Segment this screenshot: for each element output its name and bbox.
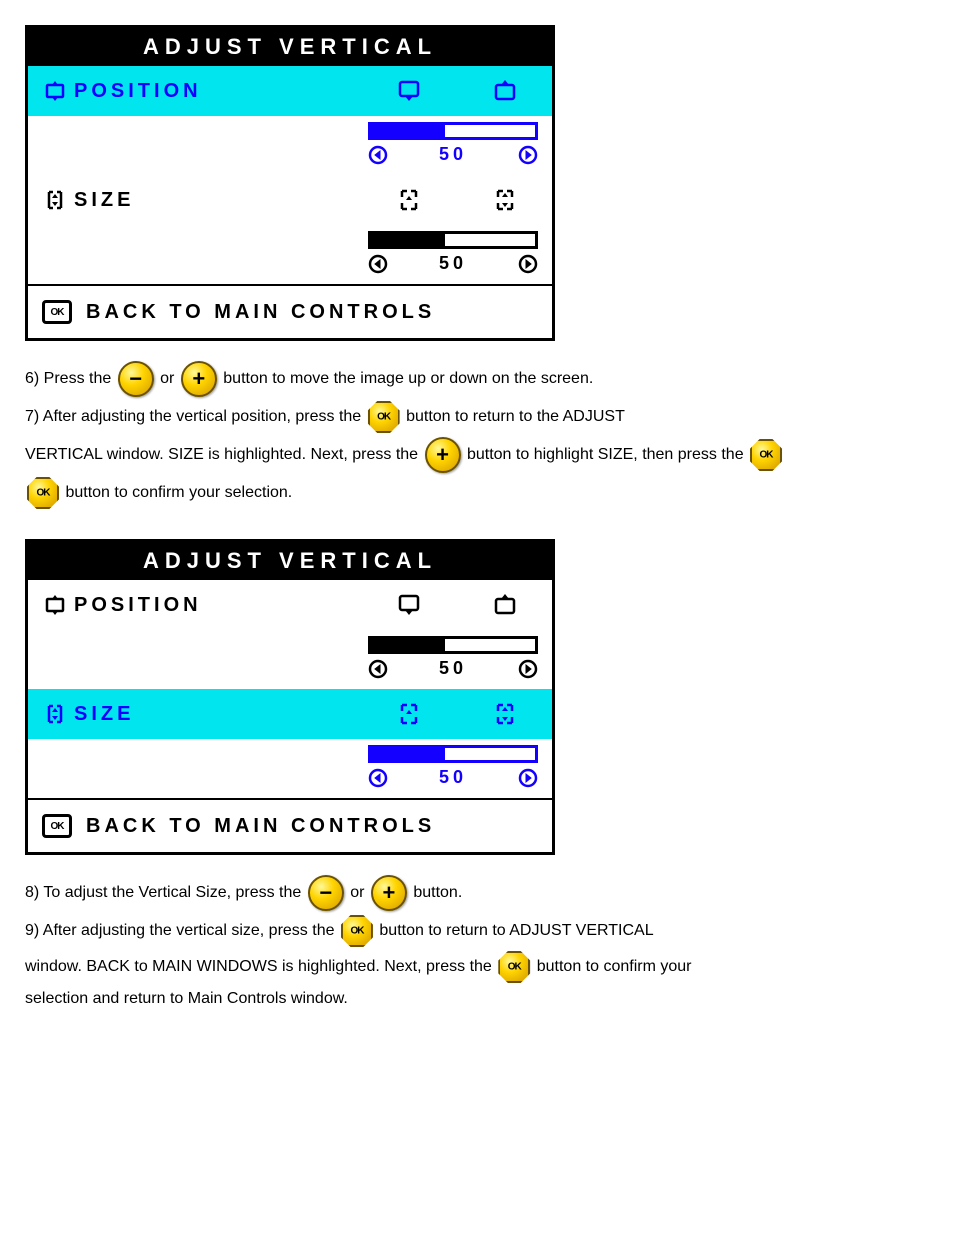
right-arrow-icon[interactable]	[518, 659, 538, 679]
left-arrow-icon[interactable]	[368, 768, 388, 788]
text: button to highlight SIZE, then press the	[467, 446, 748, 463]
position-value: 50	[439, 658, 467, 679]
position-progress-fill	[371, 639, 445, 651]
position-progress: 50	[368, 630, 552, 689]
size-label: SIZE	[74, 189, 134, 212]
right-arrow-icon[interactable]	[518, 768, 538, 788]
position-progress-fill	[371, 125, 445, 137]
size-progress: 50	[368, 739, 552, 798]
text: or	[160, 370, 179, 387]
ok-button[interactable]: OK	[750, 439, 782, 471]
row-position[interactable]: POSITION	[28, 66, 552, 116]
text: 6) Press the	[25, 370, 116, 387]
plus-button[interactable]: +	[181, 361, 217, 397]
osd-panel-1: ADJUST VERTICAL POSITION 50	[25, 25, 555, 341]
instruction-block-2: 8) To adjust the Vertical Size, press th…	[25, 875, 925, 1011]
footer-label: BACK TO MAIN CONTROLS	[86, 301, 435, 324]
text: button to return to the ADJUST	[406, 408, 625, 425]
ok-icon: OK	[42, 300, 72, 324]
text: button to confirm your	[537, 958, 692, 975]
size-shrink-icon	[396, 188, 422, 212]
text: or	[350, 884, 369, 901]
position-down-icon	[396, 79, 422, 103]
plus-button[interactable]: +	[425, 437, 461, 473]
size-progress: 50	[368, 225, 552, 284]
osd-panel-2: ADJUST VERTICAL POSITION 50	[25, 539, 555, 855]
size-value: 50	[439, 253, 467, 274]
minus-button[interactable]: −	[308, 875, 344, 911]
row-size[interactable]: SIZE	[28, 689, 552, 739]
text: 9) After adjusting the vertical size, pr…	[25, 922, 339, 939]
text: 7) After adjusting the vertical position…	[25, 408, 366, 425]
osd-body: POSITION 50 SIZE	[28, 580, 552, 852]
left-arrow-icon[interactable]	[368, 659, 388, 679]
size-progress-fill	[371, 234, 445, 246]
size-expand-icon	[492, 188, 518, 212]
ok-icon: OK	[42, 814, 72, 838]
row-size[interactable]: SIZE	[28, 175, 552, 225]
ok-button[interactable]: OK	[27, 477, 59, 509]
ok-button[interactable]: OK	[341, 915, 373, 947]
text: button to return to ADJUST VERTICAL	[379, 922, 653, 939]
footer-row[interactable]: OK BACK TO MAIN CONTROLS	[28, 800, 552, 852]
position-label: POSITION	[74, 80, 202, 103]
footer-label: BACK TO MAIN CONTROLS	[86, 815, 435, 838]
instruction-block-1: 6) Press the − or + button to move the i…	[25, 361, 925, 509]
text: button to confirm your selection.	[65, 484, 292, 501]
position-progress: 50	[368, 116, 552, 175]
right-arrow-icon[interactable]	[518, 254, 538, 274]
text: button.	[413, 884, 462, 901]
position-icon	[42, 79, 74, 103]
text: VERTICAL window. SIZE is highlighted. Ne…	[25, 446, 423, 463]
osd-title: ADJUST VERTICAL	[28, 542, 552, 580]
size-label: SIZE	[74, 703, 134, 726]
size-expand-icon	[492, 702, 518, 726]
left-arrow-icon[interactable]	[368, 254, 388, 274]
osd-title: ADJUST VERTICAL	[28, 28, 552, 66]
minus-button[interactable]: −	[118, 361, 154, 397]
text: window. BACK to MAIN WINDOWS is highligh…	[25, 958, 496, 975]
size-icon	[42, 188, 74, 212]
size-progress-fill	[371, 748, 445, 760]
plus-button[interactable]: +	[371, 875, 407, 911]
right-arrow-icon[interactable]	[518, 145, 538, 165]
ok-button[interactable]: OK	[368, 401, 400, 433]
footer-row[interactable]: OK BACK TO MAIN CONTROLS	[28, 286, 552, 338]
position-up-icon	[492, 593, 518, 617]
text: 8) To adjust the Vertical Size, press th…	[25, 884, 306, 901]
ok-button[interactable]: OK	[498, 951, 530, 983]
position-value: 50	[439, 144, 467, 165]
size-value: 50	[439, 767, 467, 788]
row-position[interactable]: POSITION	[28, 580, 552, 630]
left-arrow-icon[interactable]	[368, 145, 388, 165]
position-up-icon	[492, 79, 518, 103]
osd-body: POSITION 50 SIZE	[28, 66, 552, 338]
position-icon	[42, 593, 74, 617]
size-icon	[42, 702, 74, 726]
position-label: POSITION	[74, 594, 202, 617]
position-down-icon	[396, 593, 422, 617]
text: selection and return to Main Controls wi…	[25, 990, 348, 1007]
text: button to move the image up or down on t…	[223, 370, 593, 387]
size-shrink-icon	[396, 702, 422, 726]
